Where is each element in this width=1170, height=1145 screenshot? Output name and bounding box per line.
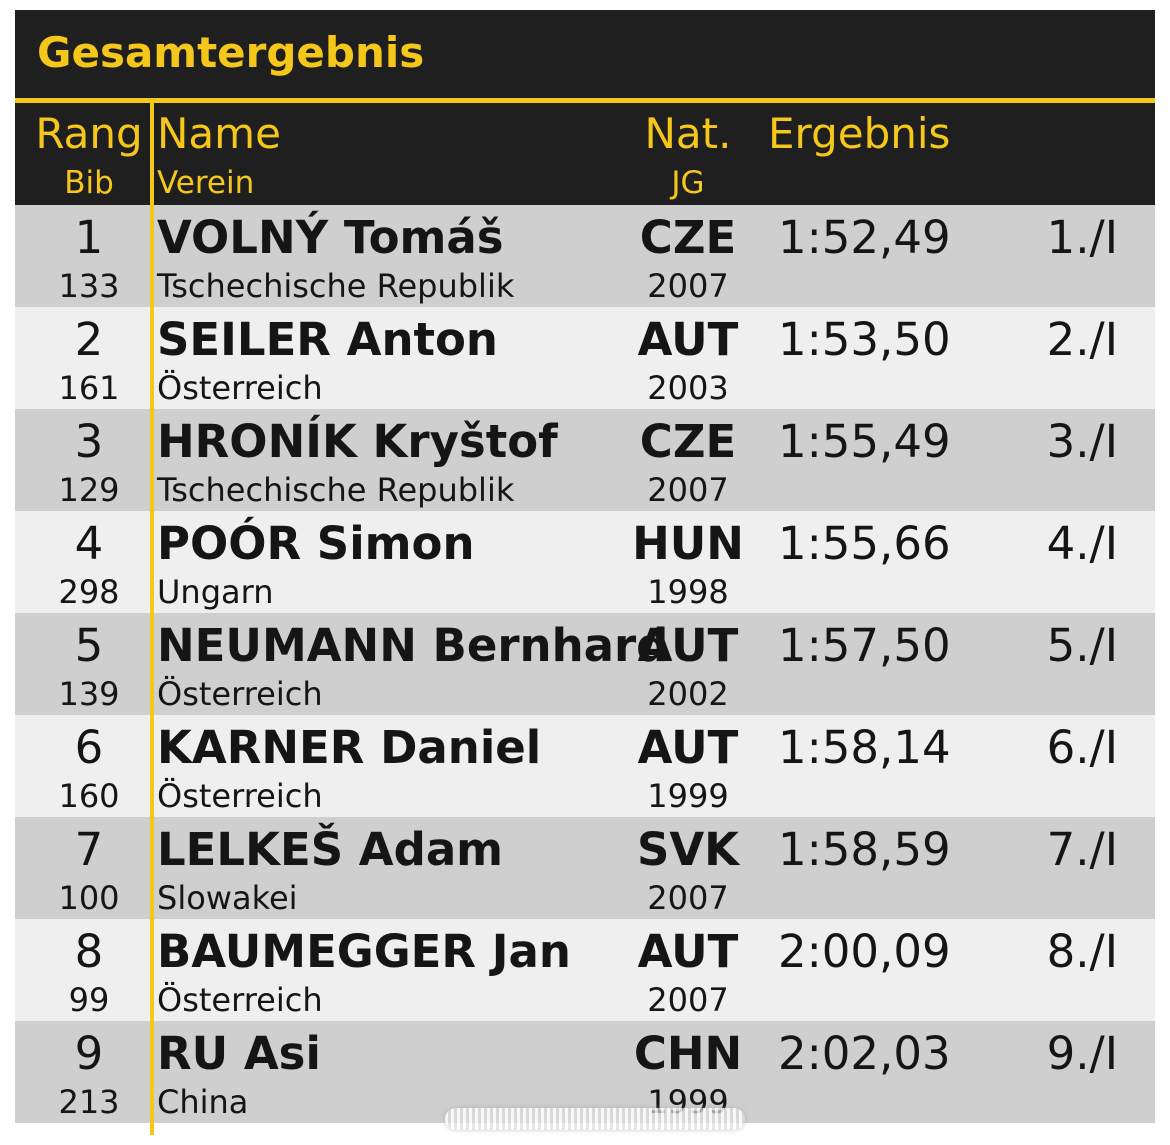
header-verein: Verein xyxy=(157,165,255,201)
jg-cell: 2003 xyxy=(647,369,729,407)
nat-cell: SVK xyxy=(636,823,740,876)
table-row[interactable]: 8 99 BAUMEGGER Jan Österreich AUT 2007 2… xyxy=(15,919,1155,1021)
bib-cell: 161 xyxy=(58,369,120,407)
horizontal-scrollbar[interactable] xyxy=(445,1108,745,1130)
table-row[interactable]: 5 139 NEUMANN Bernhard Österreich AUT 20… xyxy=(15,613,1155,715)
nat-cell: AUT xyxy=(637,313,739,366)
ergebnis-cell: 1:53,50 xyxy=(778,313,951,366)
ergebnis-cell: 1:52,49 xyxy=(778,211,951,264)
jg-cell: 2007 xyxy=(647,267,729,305)
jg-cell: 1999 xyxy=(647,777,729,815)
rang-cell: 5 xyxy=(74,619,104,672)
platz-cell: 3./I xyxy=(1046,415,1118,468)
rang-cell: 9 xyxy=(74,1027,104,1080)
title-bar: Gesamtergebnis xyxy=(15,10,1155,98)
name-cell: BAUMEGGER Jan xyxy=(157,925,571,978)
verein-cell: Österreich xyxy=(157,675,323,713)
nat-cell: AUT xyxy=(637,925,739,978)
name-cell: LELKEŠ Adam xyxy=(157,823,504,876)
table-header: Rang Bib Name Verein Nat. JG Ergebnis xyxy=(15,103,1155,205)
ergebnis-cell: 2:00,09 xyxy=(778,925,951,978)
ergebnis-cell: 1:55,66 xyxy=(778,517,951,570)
header-rang: Rang xyxy=(35,109,143,158)
verein-cell: Slowakei xyxy=(157,879,298,917)
jg-cell: 1998 xyxy=(647,573,729,611)
bib-cell: 298 xyxy=(58,573,120,611)
table-row[interactable]: 2 161 SEILER Anton Österreich AUT 2003 1… xyxy=(15,307,1155,409)
bib-cell: 100 xyxy=(58,879,120,917)
bib-cell: 160 xyxy=(58,777,120,815)
rang-cell: 8 xyxy=(74,925,104,978)
bib-cell: 213 xyxy=(58,1083,120,1121)
verein-cell: Tschechische Republik xyxy=(157,267,515,305)
bib-cell: 133 xyxy=(58,267,120,305)
header-ergebnis: Ergebnis xyxy=(768,109,951,158)
platz-cell: 6./I xyxy=(1046,721,1118,774)
name-cell: POÓR Simon xyxy=(157,517,475,570)
header-nat: Nat. xyxy=(644,109,732,158)
table-row[interactable]: 7 100 LELKEŠ Adam Slowakei SVK 2007 1:58… xyxy=(15,817,1155,919)
jg-cell: 2007 xyxy=(647,981,729,1019)
platz-cell: 8./I xyxy=(1046,925,1118,978)
rang-cell: 3 xyxy=(74,415,104,468)
nat-cell: CHN xyxy=(633,1027,743,1080)
header-jg: JG xyxy=(671,165,705,201)
nat-cell: CZE xyxy=(639,415,737,468)
column-divider xyxy=(150,103,154,1135)
rang-cell: 6 xyxy=(74,721,104,774)
title-divider xyxy=(15,98,1155,103)
table-row[interactable]: 9 213 RU Asi China CHN 1999 2:02,03 9./I xyxy=(15,1021,1155,1123)
rang-cell: 7 xyxy=(74,823,104,876)
ergebnis-cell: 1:58,59 xyxy=(778,823,951,876)
verein-cell: Österreich xyxy=(157,369,323,407)
platz-cell: 9./I xyxy=(1046,1027,1118,1080)
rang-cell: 4 xyxy=(74,517,104,570)
jg-cell: 2007 xyxy=(647,879,729,917)
bib-cell: 99 xyxy=(68,981,110,1019)
table-row[interactable]: 6 160 KARNER Daniel Österreich AUT 1999 … xyxy=(15,715,1155,817)
table-row[interactable]: 3 129 HRONÍK Kryštof Tschechische Republ… xyxy=(15,409,1155,511)
jg-cell: 2002 xyxy=(647,675,729,713)
nat-cell: HUN xyxy=(632,517,744,570)
verein-cell: Österreich xyxy=(157,777,323,815)
name-cell: HRONÍK Kryštof xyxy=(157,415,558,468)
verein-cell: Tschechische Republik xyxy=(157,471,515,509)
platz-cell: 7./I xyxy=(1046,823,1118,876)
results-table: 1 133 VOLNÝ Tomáš Tschechische Republik … xyxy=(15,205,1155,1123)
name-cell: SEILER Anton xyxy=(157,313,498,366)
verein-cell: China xyxy=(157,1083,249,1121)
jg-cell: 2007 xyxy=(647,471,729,509)
ergebnis-cell: 1:57,50 xyxy=(778,619,951,672)
name-cell: VOLNÝ Tomáš xyxy=(157,211,504,264)
header-name: Name xyxy=(157,109,281,158)
rang-cell: 1 xyxy=(74,211,104,264)
platz-cell: 2./I xyxy=(1046,313,1118,366)
name-cell: KARNER Daniel xyxy=(157,721,542,774)
results-board: Gesamtergebnis Rang Bib Name Verein Nat.… xyxy=(15,10,1155,1135)
verein-cell: Ungarn xyxy=(157,573,274,611)
name-cell: RU Asi xyxy=(157,1027,321,1080)
nat-cell: AUT xyxy=(637,619,739,672)
verein-cell: Österreich xyxy=(157,981,323,1019)
ergebnis-cell: 1:58,14 xyxy=(778,721,951,774)
bib-cell: 129 xyxy=(58,471,120,509)
page-title: Gesamtergebnis xyxy=(37,28,425,77)
nat-cell: CZE xyxy=(639,211,737,264)
bib-cell: 139 xyxy=(58,675,120,713)
platz-cell: 4./I xyxy=(1046,517,1118,570)
table-row[interactable]: 4 298 POÓR Simon Ungarn HUN 1998 1:55,66… xyxy=(15,511,1155,613)
platz-cell: 5./I xyxy=(1046,619,1118,672)
header-bib: Bib xyxy=(64,165,114,201)
table-row[interactable]: 1 133 VOLNÝ Tomáš Tschechische Republik … xyxy=(15,205,1155,307)
platz-cell: 1./I xyxy=(1046,211,1118,264)
rang-cell: 2 xyxy=(74,313,104,366)
ergebnis-cell: 2:02,03 xyxy=(778,1027,951,1080)
name-cell: NEUMANN Bernhard xyxy=(157,619,669,672)
nat-cell: AUT xyxy=(637,721,739,774)
ergebnis-cell: 1:55,49 xyxy=(778,415,951,468)
